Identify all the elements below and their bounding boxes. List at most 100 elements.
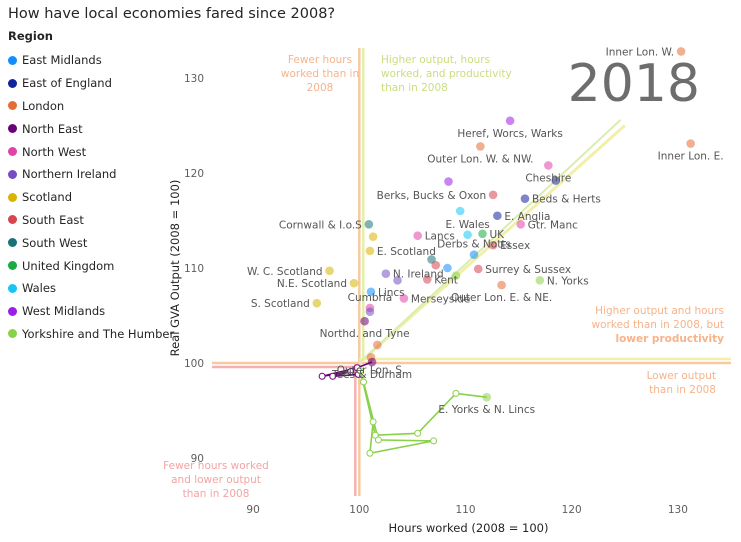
data-point: [365, 246, 375, 256]
data-point: [325, 266, 334, 276]
quadrant-note-line: worked, and productivity: [381, 68, 512, 80]
point-label: Kent: [434, 274, 458, 286]
legend-item[interactable]: Northern Ireland: [8, 163, 174, 186]
trail-marker: [318, 372, 326, 380]
legend-item[interactable]: Yorkshire and The Humber: [8, 323, 174, 346]
quadrant-note-line: lower productivity: [615, 333, 724, 345]
quadrant-note-line: Fewer hours: [288, 54, 352, 66]
point-labels-layer: Inner Lon. W. Inner Lon. E. Heref, Worcs, …: [247, 46, 724, 416]
data-point: [493, 211, 502, 221]
point-label: Tees & Durham: [331, 369, 412, 381]
legend-item[interactable]: Scotland: [8, 186, 174, 209]
point-label: Outer Lon. S.: [337, 364, 406, 376]
data-point: [455, 206, 465, 216]
x-tick-label: 110: [455, 504, 475, 516]
point-label: N. Ireland: [393, 269, 444, 281]
legend-marker: [8, 192, 17, 202]
legend-item[interactable]: North West: [8, 140, 174, 163]
reference-lines-layer: 2018: [212, 48, 731, 496]
trail-marker: [374, 436, 382, 444]
data-point: [360, 316, 369, 326]
legend-item[interactable]: London: [8, 95, 174, 118]
legend-marker: [8, 78, 17, 88]
legend-label: Wales: [22, 281, 56, 296]
data-point: [478, 229, 487, 239]
legend-marker: [8, 55, 17, 65]
legend-item[interactable]: North East: [8, 117, 174, 140]
data-point: [451, 271, 461, 280]
data-point: [368, 232, 378, 241]
data-point: [365, 307, 375, 317]
legend-label: South East: [22, 212, 84, 227]
data-point: [349, 278, 359, 288]
legend-marker: [8, 238, 17, 248]
data-point: [367, 357, 377, 367]
legend-item[interactable]: Wales: [8, 277, 174, 300]
data-point: [443, 263, 452, 273]
year-label: 2018: [568, 54, 700, 114]
point-label: E. Scotland: [377, 246, 436, 258]
legend-item[interactable]: South East: [8, 209, 174, 232]
data-point: [312, 298, 322, 308]
legend-item[interactable]: West Midlands: [8, 300, 174, 323]
quadrant-note-line: Fewer hours worked: [163, 460, 269, 472]
axes-layer: 90 100 110 120 130 90 100 110 120 130 Hours worked…: [168, 73, 688, 535]
data-point: [544, 161, 553, 170]
legend-item[interactable]: South West: [8, 231, 174, 254]
quadrant-note-line: worked than in 2008, but: [592, 319, 724, 331]
quadrant-note-line: worked than in: [281, 68, 359, 80]
legend-marker: [8, 329, 17, 339]
data-point: [393, 276, 402, 285]
legend-item[interactable]: East of England: [8, 72, 174, 95]
legend-label: West Midlands: [22, 304, 106, 319]
data-point: [413, 231, 423, 240]
quadrant-note: Higher output and hours worked than in 20…: [592, 305, 725, 345]
point-label: Essex: [500, 240, 530, 252]
data-point: [463, 230, 472, 240]
y-tick-label: 100: [184, 358, 204, 370]
data-point: [497, 280, 506, 290]
point-label: N.E. Scotland: [277, 278, 347, 290]
point-label: S. Scotland: [251, 298, 310, 310]
point-label: Lancs: [425, 231, 455, 243]
point-label: Inner Lon. W.: [606, 46, 674, 58]
point-label: Cumbria: [348, 292, 393, 304]
diagonal-line-green: [358, 119, 622, 364]
data-point: [676, 47, 686, 56]
trails-layer: [318, 361, 487, 457]
trail-marker: [452, 389, 460, 397]
quadrant-note-line: than in 2008: [381, 82, 448, 94]
trail-marker: [366, 449, 374, 457]
point-label: Surrey & Sussex: [485, 264, 571, 276]
x-tick-label: 90: [246, 504, 259, 516]
quadrant-note-line: than in 2008: [183, 488, 250, 500]
data-point: [399, 294, 409, 303]
point-label: Merseyside: [411, 293, 471, 305]
points-layer: [312, 47, 695, 402]
data-point: [551, 176, 561, 185]
y-tick-label: 110: [184, 263, 204, 275]
trail-marker: [430, 437, 438, 445]
data-point: [373, 340, 382, 350]
point-label: Heref, Worcs, Warks: [457, 128, 562, 140]
legend-marker: [8, 215, 17, 225]
trail-line: [359, 369, 487, 455]
quadrant-note-line: Lower output: [647, 370, 716, 382]
data-point: [422, 275, 432, 284]
legend-item[interactable]: United Kingdom: [8, 254, 174, 277]
point-label: E. Yorks & N. Lincs: [438, 404, 535, 416]
legend-title: Region: [8, 29, 53, 43]
point-label: Outer Lon. W. & NW.: [427, 153, 533, 165]
y-axis-title: Real GVA Output (2008 = 100): [168, 180, 182, 357]
data-point: [488, 240, 498, 250]
legend-marker: [8, 261, 17, 271]
point-label: Berks, Bucks & Oxon: [377, 190, 487, 202]
point-label: Northd. and Tyne: [320, 328, 410, 340]
legend: Region East Midlands East of England Londo…: [8, 29, 174, 345]
legend-item[interactable]: East Midlands: [8, 49, 174, 72]
quadrant-note-line: and lower output: [171, 474, 261, 486]
quadrant-note-line: than in 2008: [649, 384, 716, 396]
legend-marker: [8, 283, 17, 293]
point-label: Cheshire: [525, 172, 571, 184]
data-point: [364, 220, 374, 229]
